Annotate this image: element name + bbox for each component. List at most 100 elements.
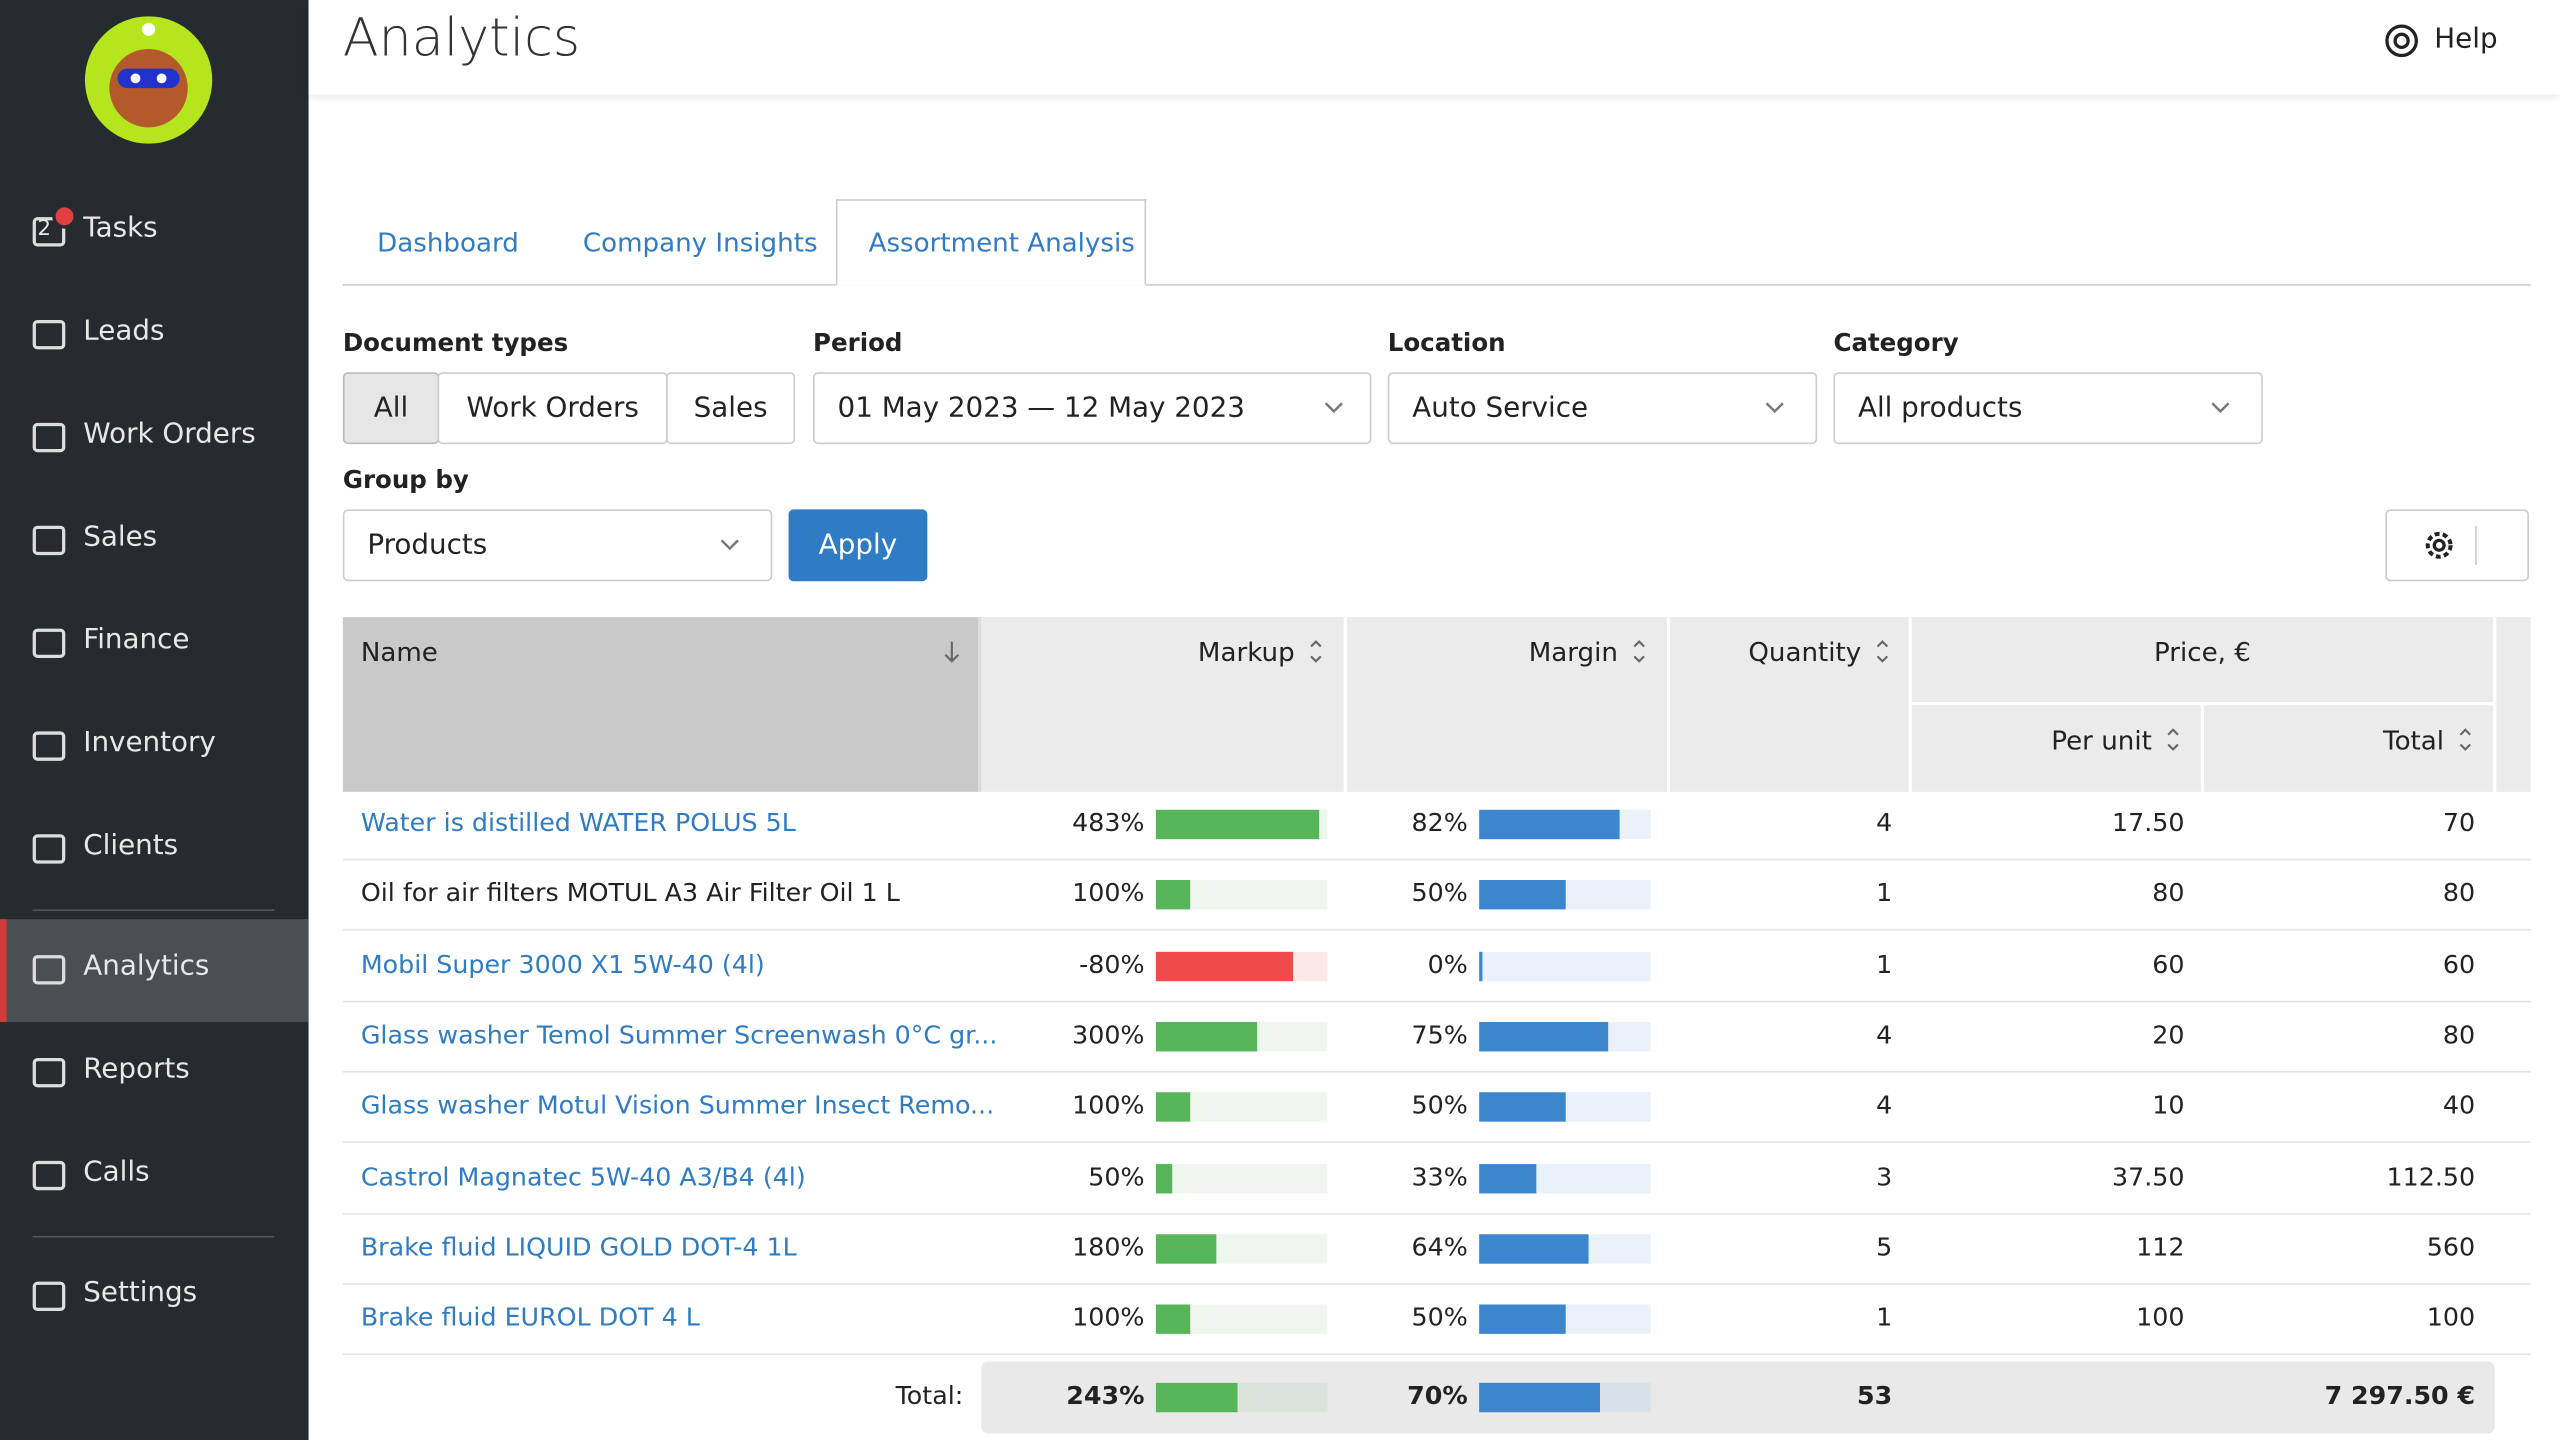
margin-bar — [1479, 809, 1620, 840]
category-select[interactable]: All products — [1833, 372, 2263, 445]
markup-bar — [1155, 1092, 1190, 1122]
row-line — [342, 1282, 2531, 1285]
nav-item[interactable]: Clients — [83, 829, 179, 863]
row-line — [342, 1000, 2531, 1002]
row-line — [342, 1070, 2531, 1073]
help-link[interactable]: Help — [2434, 22, 2498, 56]
markup-value: 100% — [1072, 1303, 1145, 1333]
nav-icon — [32, 422, 66, 453]
markup-value: 50% — [1088, 1161, 1145, 1192]
total: 100 — [2426, 1303, 2476, 1333]
column-header[interactable]: Quantity — [1748, 636, 1862, 668]
sidebar — [0, 0, 309, 1440]
nav-icon — [32, 834, 66, 864]
column-header: Price, € — [2153, 636, 2251, 668]
row-line — [342, 1353, 2531, 1356]
total: 80 — [2442, 1020, 2476, 1050]
nav-icon — [32, 1057, 66, 1088]
markup-bar — [1155, 809, 1320, 840]
nav-icon — [32, 319, 66, 350]
markup-bar — [1155, 951, 1294, 981]
tab[interactable]: Company Insights — [582, 226, 818, 258]
column-header[interactable]: Name — [360, 636, 438, 668]
quantity: 1 — [1876, 878, 1893, 909]
row-line — [342, 1212, 2531, 1214]
nav-icon — [32, 1281, 66, 1312]
markup-value: 300% — [1072, 1020, 1145, 1050]
apply-button[interactable]: Apply — [788, 509, 928, 582]
location-select[interactable]: Auto Service — [1387, 372, 1818, 445]
nav-item[interactable]: Tasks — [83, 212, 158, 245]
product-name[interactable]: Brake fluid LIQUID GOLD DOT-4 1L — [360, 1232, 797, 1262]
nav-item[interactable]: Reports — [83, 1053, 190, 1086]
product-name[interactable]: Brake fluid EUROL DOT 4 L — [360, 1303, 700, 1333]
nav-item[interactable]: Sales — [83, 520, 158, 554]
product-name: Oil for air filters MOTUL A3 Air Filter … — [360, 878, 900, 909]
margin-bar — [1479, 1233, 1589, 1264]
total: 40 — [2442, 1090, 2476, 1121]
segment[interactable]: Work Orders — [437, 372, 668, 445]
nav-icon — [32, 217, 66, 247]
nav-item[interactable]: Settings — [83, 1276, 198, 1310]
column-header[interactable]: Total — [2383, 724, 2445, 756]
total: 112.50 — [2386, 1161, 2476, 1192]
page-title: Analytics — [342, 6, 581, 69]
margin-value: 50% — [1411, 878, 1468, 909]
margin-value: 0% — [1427, 949, 1468, 979]
nav-item[interactable]: Inventory — [83, 726, 216, 760]
group-select[interactable]: Products — [342, 509, 773, 582]
quantity: 5 — [1876, 1232, 1893, 1262]
margin-bar — [1479, 880, 1565, 910]
column-header[interactable]: Per unit — [2051, 724, 2152, 756]
nav-item[interactable]: Finance — [83, 623, 190, 657]
product-name[interactable]: Castrol Magnatec 5W-40 A3/B4 (4l) — [360, 1161, 806, 1192]
product-name[interactable]: Water is distilled WATER POLUS 5L — [360, 808, 796, 838]
header-cell — [342, 617, 980, 792]
markup-value: 100% — [1072, 1090, 1145, 1121]
filter-label: Document types — [342, 328, 569, 358]
tab[interactable]: Dashboard — [377, 226, 519, 258]
total: 80 — [2442, 878, 2476, 909]
quantity: 4 — [1876, 808, 1893, 838]
product-name[interactable]: Mobil Super 3000 X1 5W-40 (4l) — [360, 949, 765, 979]
per-unit: 112 — [2136, 1232, 2185, 1262]
per-unit: 20 — [2152, 1020, 2185, 1050]
nav-item[interactable]: Work Orders — [83, 417, 256, 451]
nav-item[interactable]: Calls — [83, 1155, 150, 1189]
column-header[interactable]: Markup — [1197, 636, 1295, 668]
column-header[interactable]: Margin — [1528, 636, 1618, 668]
per-unit: 100 — [2136, 1303, 2185, 1333]
quantity: 1 — [1876, 949, 1893, 979]
margin-value: 82% — [1411, 808, 1468, 838]
margin-value: 50% — [1411, 1303, 1468, 1333]
margin-value: 33% — [1411, 1161, 1468, 1192]
total: 60 — [2442, 949, 2476, 979]
total: 70 — [2442, 808, 2476, 838]
quantity-total: 53 — [1857, 1381, 1893, 1411]
product-name[interactable]: Glass washer Temol Summer Screenwash 0°C… — [360, 1020, 998, 1050]
row-line — [342, 929, 2531, 932]
markup-value: -80% — [1079, 949, 1145, 979]
product-name[interactable]: Glass washer Motul Vision Summer Insect … — [360, 1090, 995, 1121]
tab[interactable]: Assortment Analysis — [868, 226, 1135, 258]
quantity: 1 — [1876, 1303, 1893, 1333]
quantity: 3 — [1876, 1161, 1893, 1192]
margin-bar — [1479, 1304, 1565, 1335]
margin-total: 70% — [1407, 1381, 1468, 1411]
nav-item[interactable]: Leads — [83, 315, 165, 348]
period-select[interactable]: 01 May 2023 — 12 May 2023 — [813, 372, 1372, 445]
nav-active — [0, 919, 309, 1023]
nav-item[interactable]: Analytics — [83, 950, 210, 983]
margin-value: 64% — [1411, 1232, 1468, 1262]
segment[interactable]: Sales — [666, 372, 796, 445]
margin-bar — [1479, 951, 1483, 981]
markup-bar — [1155, 1163, 1173, 1193]
separator — [32, 1235, 275, 1238]
settings-button[interactable] — [2385, 509, 2529, 582]
sum-total: 7 297.50 € — [2324, 1381, 2476, 1411]
markup-value: 180% — [1072, 1232, 1145, 1262]
quantity: 4 — [1876, 1090, 1893, 1121]
segment[interactable]: All — [342, 372, 440, 445]
